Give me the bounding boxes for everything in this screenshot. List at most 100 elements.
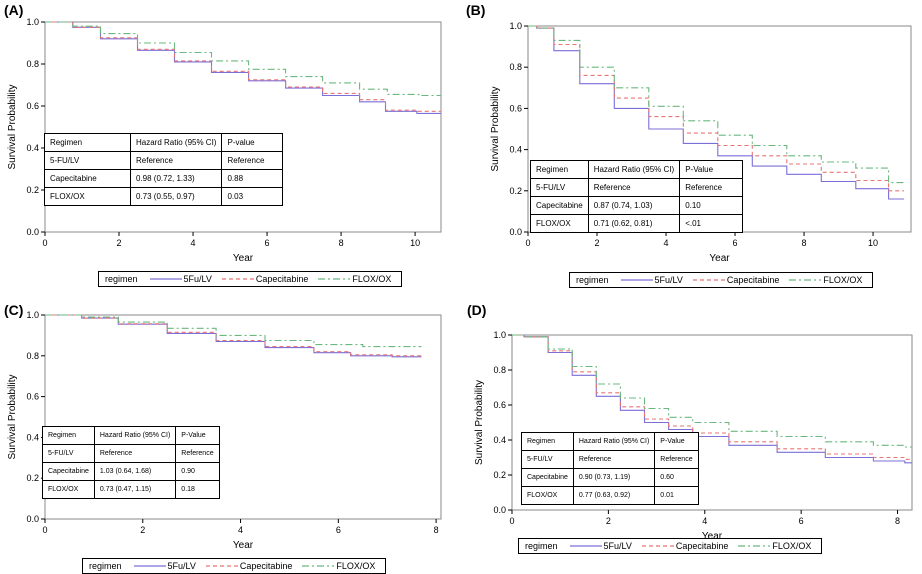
table-cell: FLOX/OX: [530, 214, 589, 233]
legend-entry-capecitabine: Capecitabine: [205, 561, 293, 571]
x-axis-label: Year: [233, 253, 254, 264]
x-tick-label: 10: [868, 238, 878, 248]
table-cell: 0.77 (0.63, 0.92): [572, 486, 656, 505]
y-tick-label: 0.0: [509, 227, 522, 237]
table-cell: FLOX/OX: [42, 480, 95, 499]
x-tick-label: 2: [595, 238, 600, 248]
table-cell: Capecitabine: [42, 462, 95, 481]
legend-entry-flox-ox: FLOX/OX: [789, 275, 862, 285]
x-axis-label: Year: [702, 531, 723, 542]
legend-title: regimen: [525, 541, 558, 551]
survival-curve-capecitabine: [45, 314, 422, 357]
panel-label: (D): [467, 302, 487, 318]
table-cell: Hazard Ratio (95% CI): [587, 160, 681, 179]
legend-a: regimen 5Fu/LV Capecitabine FLOX/OX: [98, 271, 403, 287]
table-cell: Reference: [93, 444, 177, 463]
y-tick-label: 0.4: [509, 145, 522, 155]
table-cell: Hazard Ratio (95% CI): [572, 432, 656, 451]
table-cell: Reference: [654, 450, 699, 469]
table-cell: P-value: [221, 133, 284, 152]
table-row: Capecitabine 0.87 (0.74, 1.03) 0.10: [530, 196, 744, 215]
legend-line-icon: [205, 565, 238, 567]
table-row: Capecitabine 0.90 (0.73, 1.19) 0.60: [521, 468, 699, 487]
x-tick-label: 8: [434, 525, 439, 535]
survival-curve-flox-ox: [512, 334, 912, 448]
table-cell: Reference: [679, 178, 744, 197]
table-cell: Reference: [129, 151, 223, 170]
table-cell: Regimen: [42, 426, 95, 445]
survival-curve-flox-ox: [45, 21, 441, 97]
table-cell: Regimen: [44, 133, 131, 152]
legend-label: 5Fu/LV: [183, 274, 212, 284]
panel-b: (B) 0.0 0.2 0.4 0.6 0.8 1.0 0 2 4 6 8 10 Year Surviva…: [461, 0, 922, 290]
y-tick-label: 1.0: [26, 310, 39, 320]
legend-label: 5Fu/LV: [654, 275, 683, 285]
legend-entry-5fu-lv: 5Fu/LV: [620, 275, 683, 285]
y-tick-label: 0.4: [26, 143, 39, 153]
x-tick-label: 2: [606, 516, 611, 526]
y-tick-label: 0.2: [26, 473, 39, 483]
plot-frame: [44, 314, 442, 520]
legend-line-icon: [149, 278, 182, 280]
y-axis-label: Survival Probability: [7, 84, 18, 169]
table-header-row: Regimen Hazard Ratio (95% CI) P-value: [44, 133, 284, 152]
legend-title: regimen: [105, 274, 138, 284]
legend-b: regimen 5Fu/LV Capecitabine FLOX/OX: [569, 272, 874, 288]
table-cell: 0.88: [221, 169, 284, 188]
x-tick-label: 0: [509, 516, 514, 526]
x-tick-label: 0: [42, 525, 47, 535]
table-header-row: Regimen Hazard Ratio (95% CI) P-Value: [42, 426, 220, 445]
x-tick-label: 4: [664, 238, 669, 248]
x-tick-label: 4: [191, 238, 196, 248]
survival-plot-d: 0.0 0.2 0.4 0.6 0.8 1.0 0 2 4 6 8 Year Survival Prob…: [474, 330, 913, 542]
legend-label: Capecitabine: [239, 561, 293, 571]
table-header-row: Regimen Hazard Ratio (95% CI) P-Value: [521, 432, 699, 451]
legend-line-icon: [318, 278, 351, 280]
y-tick-label: 0.0: [493, 505, 506, 515]
x-tick-label: 4: [702, 516, 707, 526]
legend-entry-5fu-lv: 5Fu/LV: [133, 561, 196, 571]
x-tick-label: 2: [117, 238, 122, 248]
table-cell: 0.87 (0.74, 1.03): [587, 196, 681, 215]
x-axis-label: Year: [709, 253, 730, 264]
hazard-ratio-table-c: Regimen Hazard Ratio (95% CI) P-Value 5-…: [42, 426, 220, 499]
hazard-ratio-table-a: Regimen Hazard Ratio (95% CI) P-value 5-…: [44, 133, 284, 206]
y-tick-label: 0.2: [26, 185, 39, 195]
table-cell: Reference: [175, 444, 220, 463]
legend-label: FLOX/OX: [772, 541, 812, 551]
table-cell: 0.71 (0.62, 0.81): [587, 214, 681, 233]
table-row: FLOX/OX 0.77 (0.63, 0.92) 0.01: [521, 486, 699, 505]
table-cell: Regimen: [530, 160, 589, 179]
table-cell: Reference: [587, 178, 681, 197]
y-tick-label: 0.8: [509, 62, 522, 72]
panel-label: (A): [4, 2, 24, 18]
x-tick-label: 6: [733, 238, 738, 248]
table-cell: 1.03 (0.64, 1.68): [93, 462, 177, 481]
table-cell: 5-FU/LV: [44, 151, 131, 170]
legend-entry-flox-ox: FLOX/OX: [318, 274, 391, 284]
table-cell: 5-FU/LV: [42, 444, 95, 463]
survival-curve-capecitabine: [45, 21, 441, 112]
table-row: 5-FU/LV Reference Reference: [530, 178, 744, 197]
legend-line-icon: [569, 545, 602, 547]
table-cell: Capecitabine: [44, 169, 131, 188]
y-axis-label: Survival Probability: [7, 374, 18, 459]
y-tick-label: 0.6: [26, 101, 39, 111]
table-cell: 0.60: [654, 468, 699, 487]
y-tick-label: 0.2: [493, 470, 506, 480]
survival-curve-flox-ox: [528, 25, 905, 184]
hazard-ratio-table-d: Regimen Hazard Ratio (95% CI) P-Value 5-…: [521, 432, 699, 505]
y-tick-label: 0.4: [26, 432, 39, 442]
x-tick-label: 8: [802, 238, 807, 248]
legend-line-icon: [738, 545, 771, 547]
panel-a: (A) 0.0 0.2 0.4 0.6 0.8 1.0 0 2 4 6 8 10 Year Surviva…: [0, 0, 461, 287]
y-tick-label: 0.8: [26, 59, 39, 69]
hazard-ratio-table-b: Regimen Hazard Ratio (95% CI) P-Value 5-…: [530, 160, 744, 233]
legend-line-icon: [302, 565, 335, 567]
plot-frame: [511, 334, 913, 511]
table-cell: 0.90: [175, 462, 220, 481]
table-cell: 5-FU/LV: [521, 450, 574, 469]
legend-entry-5fu-lv: 5Fu/LV: [149, 274, 212, 284]
y-tick-label: 1.0: [26, 17, 39, 27]
table-cell: 0.73 (0.47, 1.15): [93, 480, 177, 499]
